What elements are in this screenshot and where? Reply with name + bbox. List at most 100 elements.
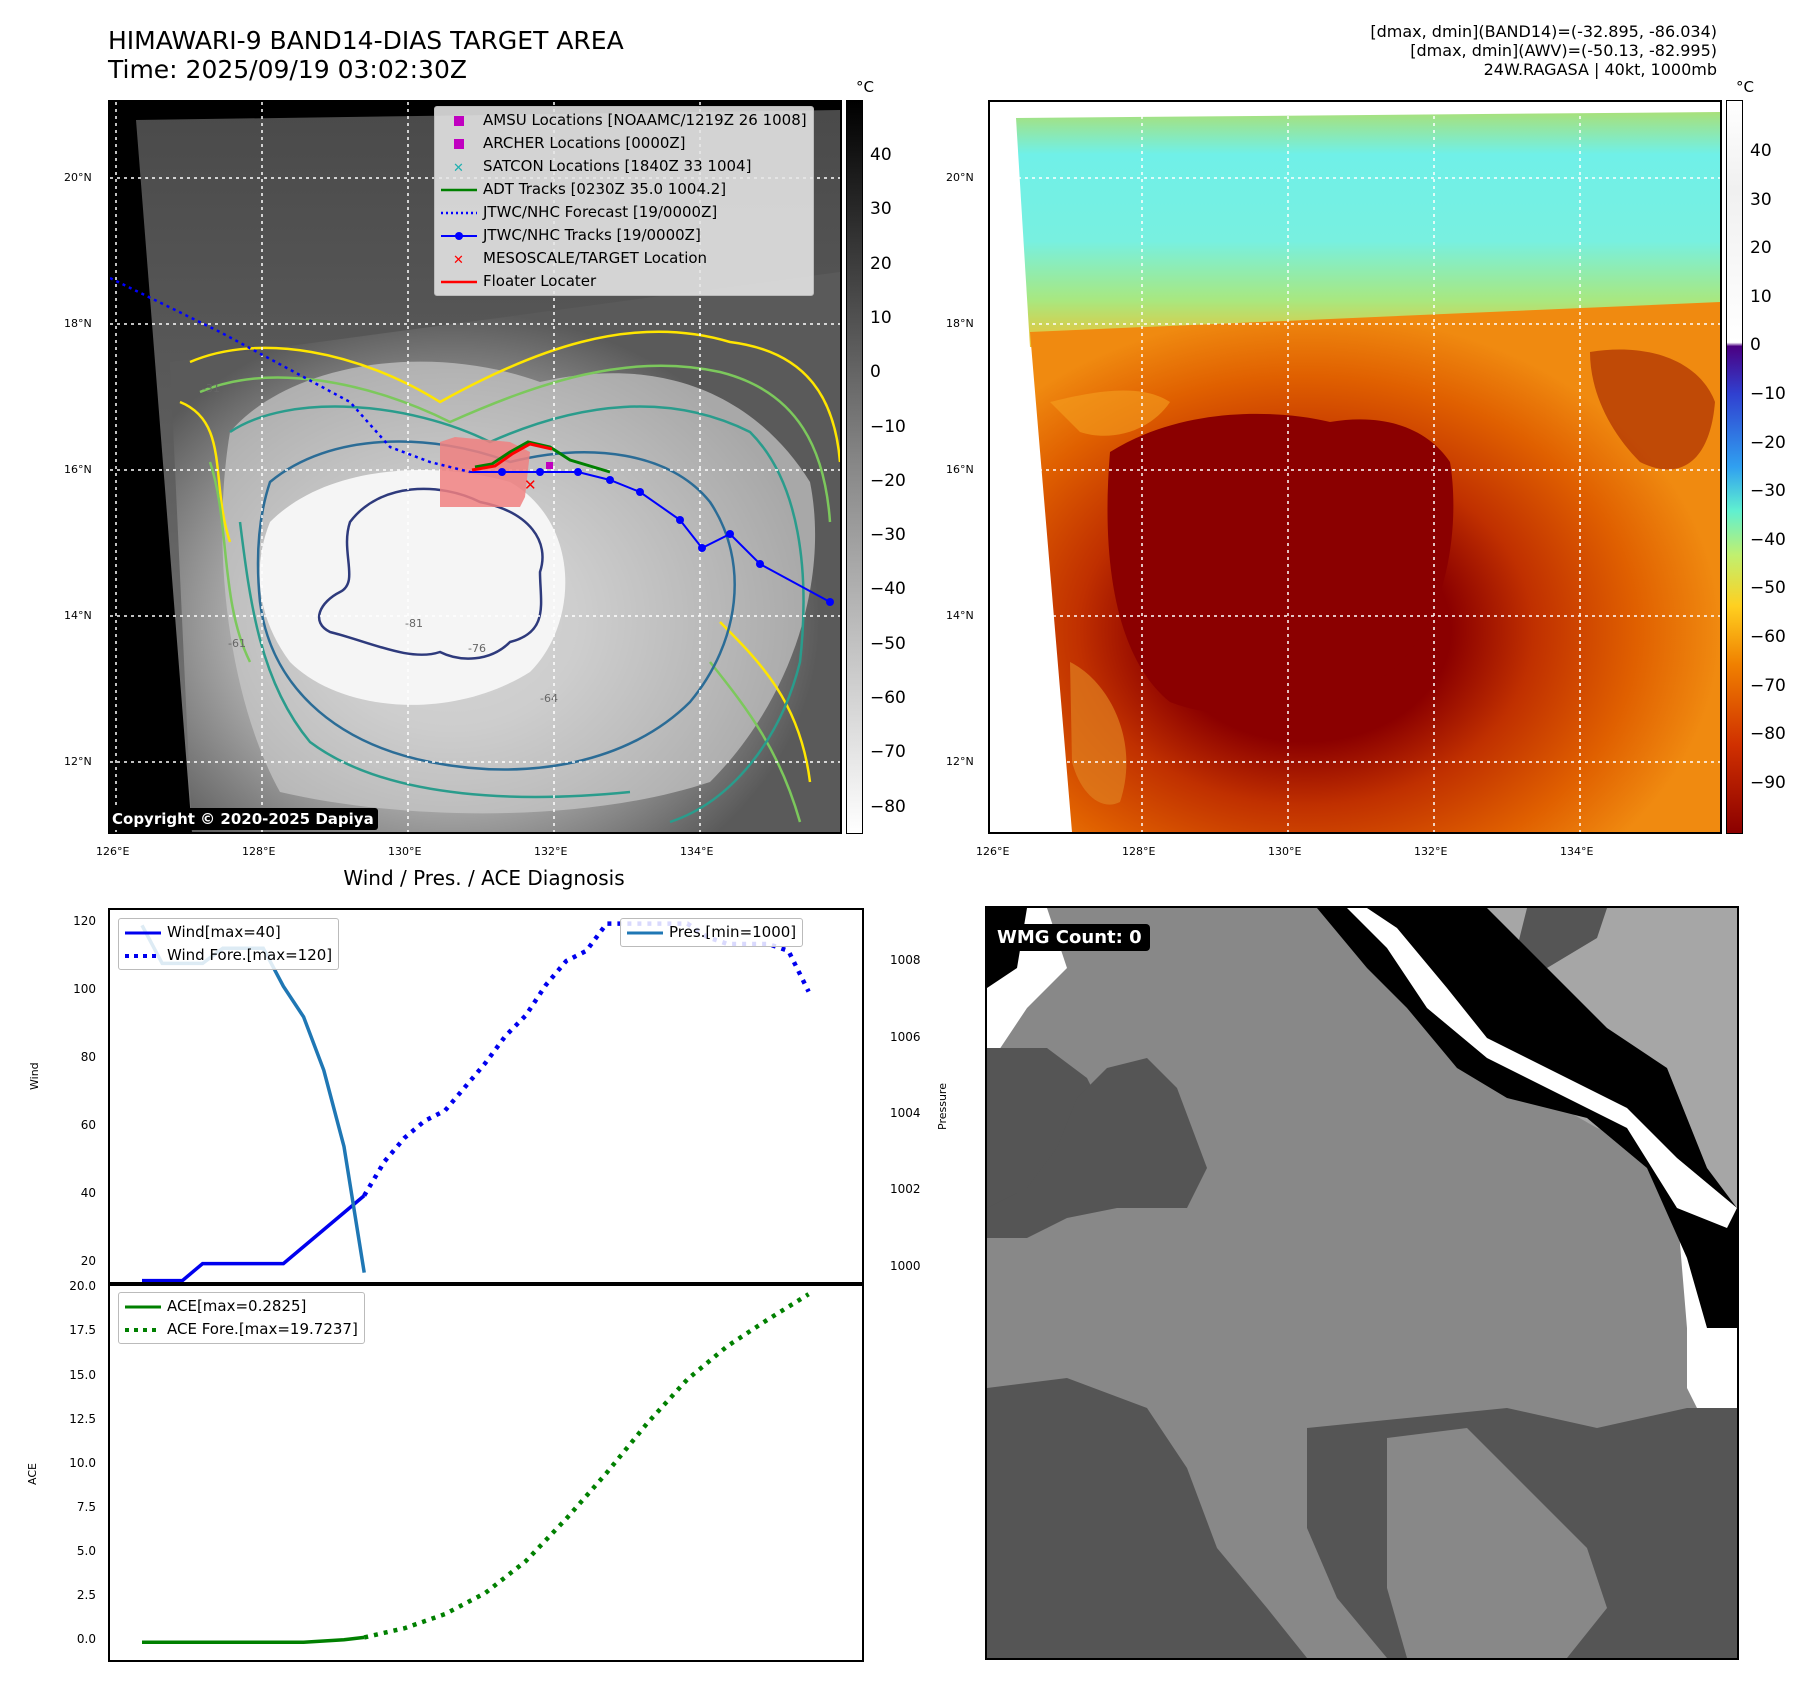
contour-yellow — [179, 330, 840, 783]
floater-track — [471, 442, 553, 472]
map-legend-item: ARCHER Locations [0000Z] — [441, 132, 807, 155]
map-legend-item: JTWC/NHC Forecast [19/0000Z] — [441, 201, 807, 224]
colorbar-tick-label: −70 — [870, 742, 906, 763]
lon-label: 130°E — [1268, 845, 1302, 858]
lon-label: 134°E — [680, 845, 714, 858]
legend-symbol-icon — [441, 231, 477, 241]
wmg-count-badge: WMG Count: 0 — [989, 924, 1150, 951]
lat-label: 18°N — [946, 317, 974, 330]
colorbar-tick-label: 10 — [870, 307, 892, 328]
jtwc-track-points — [498, 468, 834, 606]
legend-pressure: Pres.[min=1000] — [669, 923, 797, 941]
colorbar-tick-label: −60 — [870, 688, 906, 708]
legend-wind-fore: Wind Fore.[max=120] — [167, 946, 333, 964]
lat-label: 18°N — [64, 317, 92, 330]
map-legend: AMSU Locations [NOAAMC/1219Z 26 1008] ARC… — [434, 106, 814, 296]
ace-legend: ACE[max=0.2825] ACE Fore.[max=19.7237] — [118, 1292, 365, 1344]
svg-text:✕: ✕ — [453, 161, 464, 173]
time-line: Time: 2025/09/19 03:02:30Z — [108, 55, 467, 84]
wind-ytick-label: 20 — [80, 1253, 96, 1268]
contour-label: -64 — [540, 692, 558, 705]
wind-ytick-label: 100 — [73, 981, 96, 996]
map-legend-label: MESOSCALE/TARGET Location — [483, 249, 708, 267]
wind-ytick-label: 120 — [73, 913, 96, 928]
map-legend-label: JTWC/NHC Forecast [19/0000Z] — [483, 203, 718, 221]
legend-symbol-icon: ✕ — [441, 253, 477, 265]
ace-yticks: 0.0 2.5 5.0 7.5 10.0 12.5 15.0 17.5 20.0 — [40, 1279, 104, 1662]
legend-symbol-icon — [441, 278, 477, 286]
pressure-ytick-label: 1004 — [890, 1106, 921, 1121]
ace-plot — [108, 1282, 864, 1662]
colorbar-tick-label: −40 — [870, 579, 906, 600]
title-line: HIMAWARI-9 BAND14-DIAS TARGET AREA — [108, 26, 624, 55]
pressure-legend: Pres.[min=1000] — [620, 918, 804, 947]
wind-ytick-label: 60 — [80, 1117, 96, 1132]
lat-label: 16°N — [64, 463, 92, 476]
colorbar-tick-label: 0 — [870, 362, 881, 383]
colorbar-tick-label: 10 — [1750, 286, 1772, 307]
colorbar-tick-label: −10 — [870, 416, 906, 437]
lon-label: 128°E — [1122, 845, 1156, 858]
ace-series-line-0 — [142, 1635, 365, 1645]
contour-label: -76 — [468, 642, 486, 655]
wind-legend: Wind[max=40] Wind Fore.[max=120] — [118, 918, 340, 970]
colorbar-tick-label: −90 — [1750, 772, 1786, 793]
series-line-0 — [142, 1194, 366, 1283]
colorbar-tick-label: −80 — [870, 796, 906, 817]
colorbar-tick-label: −70 — [1750, 675, 1786, 696]
diagnosis-title: Wind / Pres. / ACE Diagnosis — [343, 866, 625, 890]
contour-lightgreen — [199, 364, 832, 823]
archer-location — [546, 462, 553, 469]
color-map-canvas — [990, 102, 1720, 832]
contour-label: -81 — [405, 617, 423, 630]
series-line-2 — [140, 924, 366, 1273]
colorbar-tick-label: 30 — [870, 199, 892, 220]
colorbar-tick-label: 40 — [1750, 141, 1772, 161]
pressure-ytick-label: 1006 — [890, 1029, 921, 1044]
map-legend-label: JTWC/NHC Tracks [19/0000Z] — [483, 226, 701, 244]
color-colorbar-unit: °C — [1736, 78, 1754, 96]
map-legend-label: ARCHER Locations [0000Z] — [483, 134, 686, 152]
gray-colorbar-ticks: 40 30 20 10 0 −10 −20 −30 −40 −50 −60 −70 −80 — [870, 100, 930, 832]
map-legend-item: Floater Locater — [441, 270, 807, 293]
colorbar-tick-label: −10 — [1750, 384, 1786, 404]
ace-ytick-label: 17.5 — [69, 1323, 96, 1338]
map-legend-item: AMSU Locations [NOAAMC/1219Z 26 1008] — [441, 109, 807, 132]
pressure-ytick-label: 1008 — [890, 953, 921, 968]
map-legend-label: ADT Tracks [0230Z 35.0 1004.2] — [483, 180, 727, 198]
lon-label: 126°E — [976, 845, 1010, 858]
gray-colorbar — [846, 100, 863, 834]
map-legend-item: ADT Tracks [0230Z 35.0 1004.2] — [441, 178, 807, 201]
colorbar-tick-label: −80 — [1750, 724, 1786, 745]
colorbar-tick-label: −20 — [1750, 432, 1786, 453]
awv-stats: [dmax, dmin](AWV)=(-50.13, -82.995) — [1410, 41, 1717, 60]
svg-text:✕: ✕ — [453, 253, 464, 265]
map-legend-item: ✕ SATCON Locations [1840Z 33 1004] — [441, 155, 807, 178]
lat-label: 20°N — [946, 171, 974, 184]
lon-label: 134°E — [1560, 845, 1594, 858]
stats-block: [dmax, dmin](BAND14)=(-32.895, -86.034) … — [1370, 22, 1717, 79]
legend-ace-fore: ACE Fore.[max=19.7237] — [167, 1320, 358, 1338]
ace-ytick-label: 2.5 — [76, 1588, 96, 1603]
color-colorbar — [1726, 100, 1743, 834]
lat-label: 20°N — [64, 171, 92, 184]
colorbar-tick-label: 40 — [870, 145, 892, 165]
wind-yticks: 20 40 60 80 100 120 — [40, 908, 104, 1286]
color-map-gridlines — [990, 102, 1720, 832]
copyright-badge: Copyright © 2020-2025 Dapiya — [108, 808, 378, 830]
contour-teal — [229, 405, 805, 824]
wind-ytick-label: 40 — [80, 1185, 96, 1200]
pressure-ytick-label: 1002 — [890, 1182, 921, 1197]
legend-wind: Wind[max=40] — [167, 923, 281, 941]
color-colorbar-ticks: 40 30 20 10 0 −10 −20 −30 −40 −50 −60 −70 −80 −90 — [1750, 100, 1800, 832]
colorbar-tick-label: −40 — [1750, 529, 1786, 550]
legend-symbol-icon — [441, 186, 477, 194]
map-legend-label: AMSU Locations [NOAAMC/1219Z 26 1008] — [483, 111, 807, 129]
lat-label: 16°N — [946, 463, 974, 476]
colorbar-tick-label: −50 — [870, 633, 906, 654]
legend-symbol-icon — [441, 138, 477, 150]
gray-colorbar-unit: °C — [856, 78, 874, 96]
ace-ytick-label: 15.0 — [69, 1367, 96, 1382]
adt-track — [474, 440, 611, 474]
colorbar-tick-label: −30 — [1750, 481, 1786, 502]
